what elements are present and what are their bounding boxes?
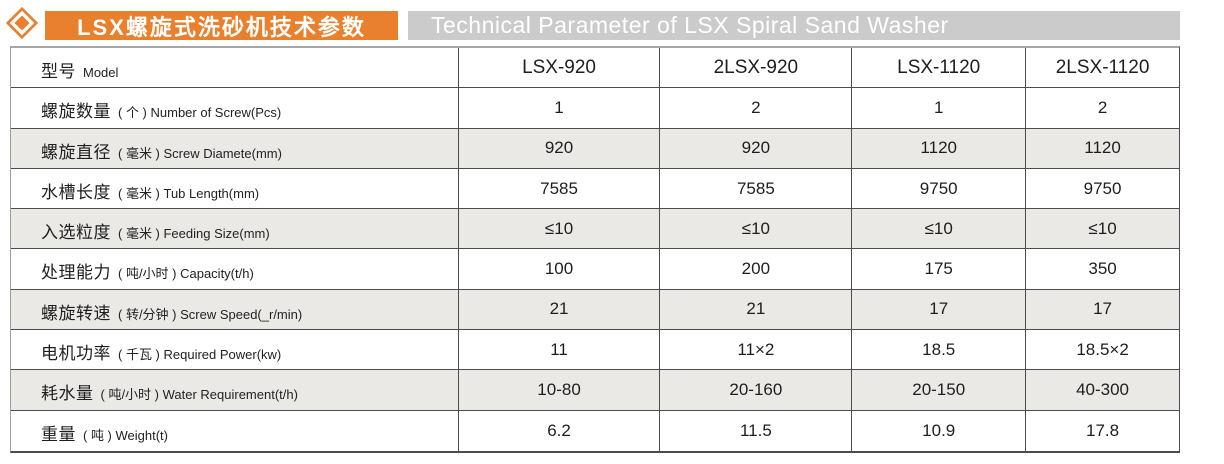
param-label-cell: 螺旋直径 ( 毫米 ) Screw Diamete(mm) — [11, 128, 459, 168]
param-label-cell: 型号 Model — [11, 48, 459, 88]
param-label-cell: 入选粒度 ( 毫米 ) Feeding Size(mm) — [11, 209, 459, 249]
param-label-cell: 螺旋转速 ( 转/分钟 ) Screw Speed(_r/min) — [11, 289, 459, 330]
cell-value: 21 — [660, 289, 853, 330]
cell-value: 7585 — [660, 168, 853, 209]
table-row: 耗水量 ( 吨/小时 ) Water Requirement(t/h) 10-8… — [11, 370, 1179, 411]
param-name-en: ( 毫米 ) Feeding Size(mm) — [118, 226, 270, 242]
param-name-cn: 螺旋数量 — [41, 102, 111, 122]
cell-value: 18.5×2 — [1076, 339, 1129, 359]
cell-value: 10.9 — [852, 410, 1027, 451]
cell-value: 2 — [660, 88, 853, 128]
cell-value: 6.2 — [459, 410, 661, 451]
param-name-en: ( 吨/小时 ) Water Requirement(t/h) — [100, 387, 298, 403]
table-row: 处理能力 ( 吨/小时 ) Capacity(t/h) 100 200 175 … — [11, 249, 1179, 290]
param-name-cn: 入选粒度 — [41, 223, 111, 243]
table-row: 重量 ( 吨 ) Weight(t) 6.2 11.5 10.9 17.8 — [11, 410, 1179, 451]
cell-value: 2LSX-1120 — [1055, 56, 1150, 78]
cell-value: 17.8 — [1086, 420, 1120, 440]
param-name-cn: 重量 — [41, 424, 76, 444]
cell-value: 17 — [1093, 299, 1113, 319]
table-row: 螺旋数量 ( 个 ) Number of Screw(Pcs) 1 2 1 2 — [11, 88, 1179, 129]
param-label-cell: 处理能力 ( 吨/小时 ) Capacity(t/h) — [11, 249, 459, 289]
cell-value: 100 — [459, 249, 661, 289]
param-name-cn: 螺旋直径 — [41, 142, 111, 162]
cell-value: LSX-920 — [459, 48, 661, 88]
param-name-en: ( 毫米 ) Tub Length(mm) — [118, 185, 260, 201]
cell-value: 7585 — [459, 168, 661, 209]
table-row: 螺旋转速 ( 转/分钟 ) Screw Speed(_r/min) 21 21 … — [11, 289, 1179, 331]
cell-value: 9750 — [852, 168, 1027, 209]
cell-value: 18.5 — [852, 330, 1027, 370]
cell-value: 40-300 — [1076, 380, 1130, 400]
cell-value: 200 — [660, 249, 853, 289]
cell-value: 20-160 — [660, 370, 853, 410]
param-name-en: ( 个 ) Number of Screw(Pcs) — [118, 105, 282, 121]
cell-value: ≤10 — [1088, 218, 1117, 238]
cell-value: 10-80 — [459, 370, 661, 410]
cell-value: 920 — [660, 128, 853, 168]
cell-value: 2 — [1097, 97, 1108, 117]
param-label-cell: 重量 ( 吨 ) Weight(t) — [11, 410, 459, 451]
page-title-cn: LSX螺旋式洗砂机技术参数 — [77, 14, 366, 40]
table-row-model: 型号 Model LSX-920 2LSX-920 LSX-1120 2LSX-… — [11, 48, 1179, 89]
cell-value: 350 — [1088, 259, 1117, 279]
cell-value: 1 — [852, 88, 1027, 128]
param-label-cell: 耗水量 ( 吨/小时 ) Water Requirement(t/h) — [11, 370, 459, 410]
cell-value: 920 — [459, 128, 661, 168]
param-name-en: ( 转/分钟 ) Screw Speed(_r/min) — [118, 306, 303, 322]
cell-value: ≤10 — [852, 209, 1027, 249]
param-name-cn: 耗水量 — [41, 384, 94, 404]
param-label-cell: 电机功率 ( 千瓦 ) Required Power(kw) — [11, 330, 459, 370]
table-row: 电机功率 ( 千瓦 ) Required Power(kw) 11 11×2 1… — [11, 330, 1179, 371]
param-name-cn: 型号 — [41, 62, 76, 81]
title-badge-en: Technical Parameter of LSX Spiral Sand W… — [408, 11, 1180, 40]
cell-value: 21 — [459, 289, 661, 330]
cell-value: 11.5 — [660, 410, 853, 451]
param-name-en: ( 吨 ) Weight(t) — [83, 427, 168, 443]
param-name-en: Model — [83, 65, 119, 80]
cell-value: 11×2 — [660, 330, 853, 370]
title-badge-cn: LSX螺旋式洗砂机技术参数 — [45, 11, 398, 40]
param-name-en: ( 千瓦 ) Required Power(kw) — [118, 347, 282, 363]
parameter-table: 型号 Model LSX-920 2LSX-920 LSX-1120 2LSX-… — [10, 46, 1180, 453]
param-label-cell: 水槽长度 ( 毫米 ) Tub Length(mm) — [11, 168, 459, 209]
cell-value: ≤10 — [459, 209, 661, 249]
param-name-cn: 处理能力 — [41, 263, 111, 283]
table-row: 水槽长度 ( 毫米 ) Tub Length(mm) 7585 7585 975… — [11, 168, 1179, 210]
param-name-cn: 螺旋转速 — [41, 303, 111, 323]
param-name-en: ( 吨/小时 ) Capacity(t/h) — [118, 266, 254, 282]
cell-value: ≤10 — [660, 209, 853, 249]
cell-value: 2LSX-920 — [660, 48, 853, 88]
param-name-cn: 电机功率 — [41, 344, 111, 364]
cell-value: 1120 — [852, 128, 1027, 168]
diamond-icon — [5, 6, 39, 40]
cell-value: 9750 — [1083, 178, 1122, 198]
table-row: 入选粒度 ( 毫米 ) Feeding Size(mm) ≤10 ≤10 ≤10… — [11, 209, 1179, 250]
cell-value: LSX-1120 — [852, 48, 1027, 88]
param-name-cn: 水槽长度 — [41, 182, 111, 202]
cell-value: 175 — [852, 249, 1027, 289]
param-name-en: ( 毫米 ) Screw Diamete(mm) — [118, 145, 282, 161]
param-label-cell: 螺旋数量 ( 个 ) Number of Screw(Pcs) — [11, 88, 459, 128]
cell-value: 11 — [459, 330, 661, 370]
cell-value: 20-150 — [852, 370, 1027, 410]
table-row: 螺旋直径 ( 毫米 ) Screw Diamete(mm) 920 920 11… — [11, 128, 1179, 169]
cell-value: 1120 — [1084, 138, 1121, 158]
cell-value: 1 — [459, 88, 661, 128]
cell-value: 17 — [852, 289, 1027, 330]
page-title-en: Technical Parameter of LSX Spiral Sand W… — [431, 12, 949, 38]
